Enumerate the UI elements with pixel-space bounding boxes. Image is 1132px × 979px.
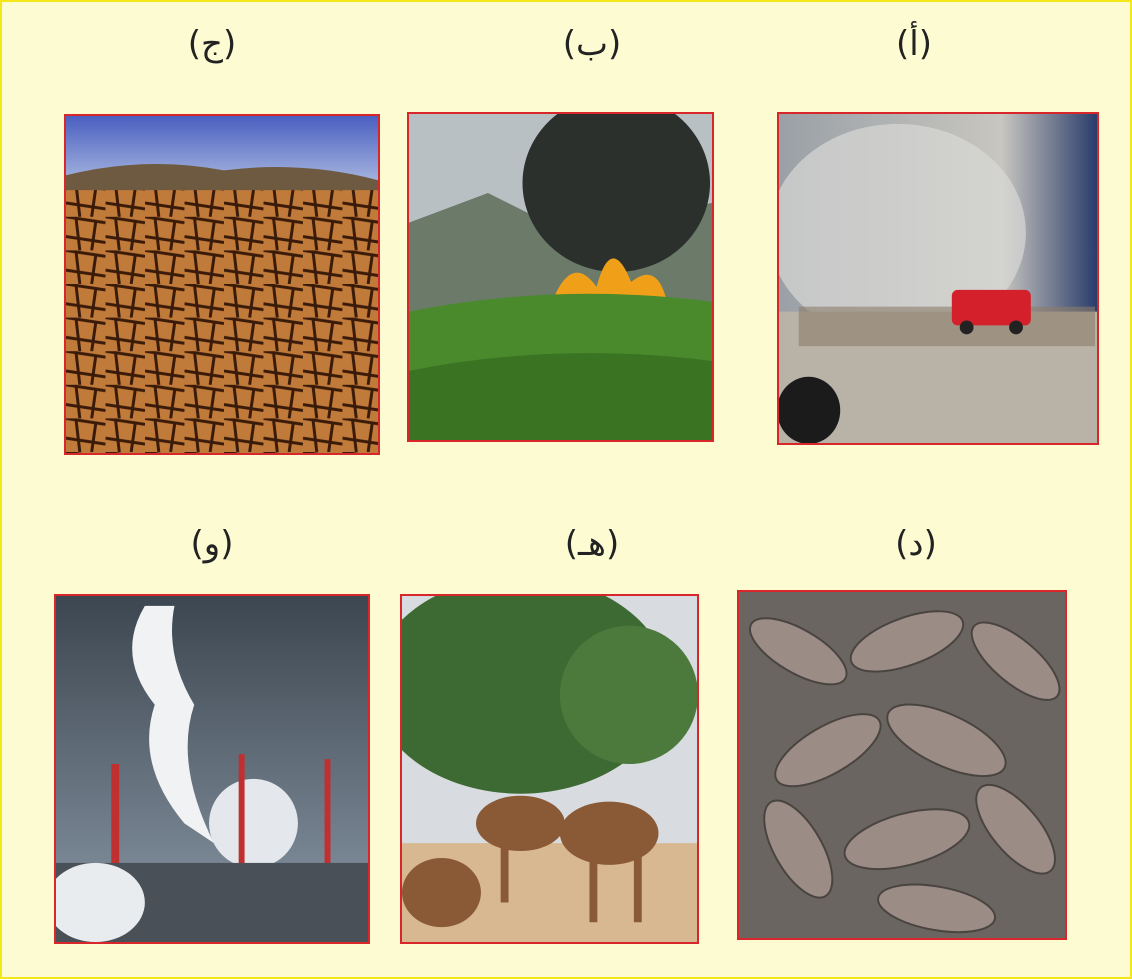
photo-drought — [64, 114, 380, 455]
panel-label: (د) — [856, 524, 976, 564]
photo-art — [66, 116, 378, 453]
photo-factory-pollution — [54, 594, 370, 944]
photo-camels — [400, 594, 699, 944]
photo-forest-fire — [407, 112, 714, 442]
photo-fish — [737, 590, 1067, 940]
panel-label: (و) — [152, 524, 272, 564]
panel-label: (ج) — [152, 24, 272, 64]
panel-label: (هـ) — [532, 524, 652, 564]
worksheet-figure: (أ) (ب) (ج) (د) (هـ) (و) — [0, 0, 1132, 979]
photo-art — [402, 596, 697, 942]
panel-label: (ب) — [532, 24, 652, 64]
panel-label: (أ) — [854, 24, 974, 64]
photo-art — [779, 114, 1097, 443]
photo-art — [56, 596, 368, 942]
photo-garbage-burning — [777, 112, 1099, 445]
photo-art — [739, 592, 1065, 938]
photo-art — [409, 114, 712, 440]
